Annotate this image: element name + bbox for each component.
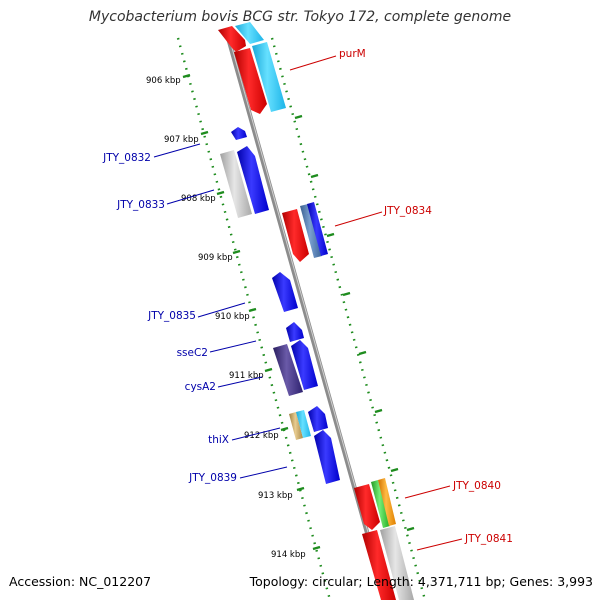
major-ticks [182,73,321,551]
gene-arrow[interactable] [235,22,264,44]
gene-arrow[interactable] [273,344,303,396]
gene-arrow[interactable] [307,202,328,256]
gene-arrow[interactable] [231,127,247,140]
gene-label-jty-0834[interactable]: JTY_0834 [383,205,432,217]
tick-label: 906 kbp [146,76,181,86]
gene-arrow[interactable] [380,526,414,600]
gene-arrow[interactable] [378,478,396,526]
gene-label-thix[interactable]: thiX [208,434,229,446]
tick-label: 914 kbp [271,550,306,560]
scale-track [176,37,332,600]
gene-arrow[interactable] [220,150,252,218]
gene-arrow[interactable] [308,406,328,432]
label-connectors [153,55,463,551]
gene-arrow[interactable] [296,410,311,438]
gene-arrow[interactable] [300,204,322,258]
gene-arrow[interactable] [272,272,298,312]
gene-label-purm[interactable]: purM [339,48,366,60]
gene-arrow[interactable] [286,322,304,342]
gene-arrow[interactable] [371,480,390,528]
gene-label-cysa2[interactable]: cysA2 [185,381,216,393]
gene-arrow[interactable] [237,146,269,214]
tick-label: 910 kbp [215,312,250,322]
gene-label-jty-0840[interactable]: JTY_0840 [452,480,501,492]
gene-arrow[interactable] [234,48,267,114]
gene-arrow[interactable] [289,412,303,440]
tick-label: 911 kbp [229,371,264,381]
gene-arrow[interactable] [218,26,246,52]
accession-text: Accession: NC_012207 [9,574,152,589]
gene-arrow[interactable] [252,42,286,112]
right-ticks [294,114,415,532]
gene-label-jty-0841[interactable]: JTY_0841 [464,533,513,545]
gene-label-jty-0833[interactable]: JTY_0833 [116,199,165,211]
map-title: Mycobacterium bovis BCG str. Tokyo 172, … [88,9,512,25]
gene-label-ssec2[interactable]: sseC2 [177,347,208,359]
gene-arrow[interactable] [282,209,309,262]
scale-track-right [270,37,427,600]
gene-label-jty-0839[interactable]: JTY_0839 [188,472,237,484]
genome-summary-text: Topology: circular; Length: 4,371,711 bp… [249,574,593,589]
gene-arrow[interactable] [354,484,380,530]
gene-label-jty-0832[interactable]: JTY_0832 [102,152,151,164]
gene-arrow[interactable] [291,340,318,390]
gene-arrow[interactable] [314,430,340,484]
tick-label: 909 kbp [198,253,233,263]
gene-label-jty-0835[interactable]: JTY_0835 [147,310,196,322]
tick-label: 913 kbp [258,491,293,501]
reverse-strand-genes [218,22,414,600]
tick-label: 912 kbp [244,431,279,441]
tick-label: 908 kbp [181,194,216,204]
gene-arrow[interactable] [362,530,396,600]
tick-label: 907 kbp [164,135,199,145]
